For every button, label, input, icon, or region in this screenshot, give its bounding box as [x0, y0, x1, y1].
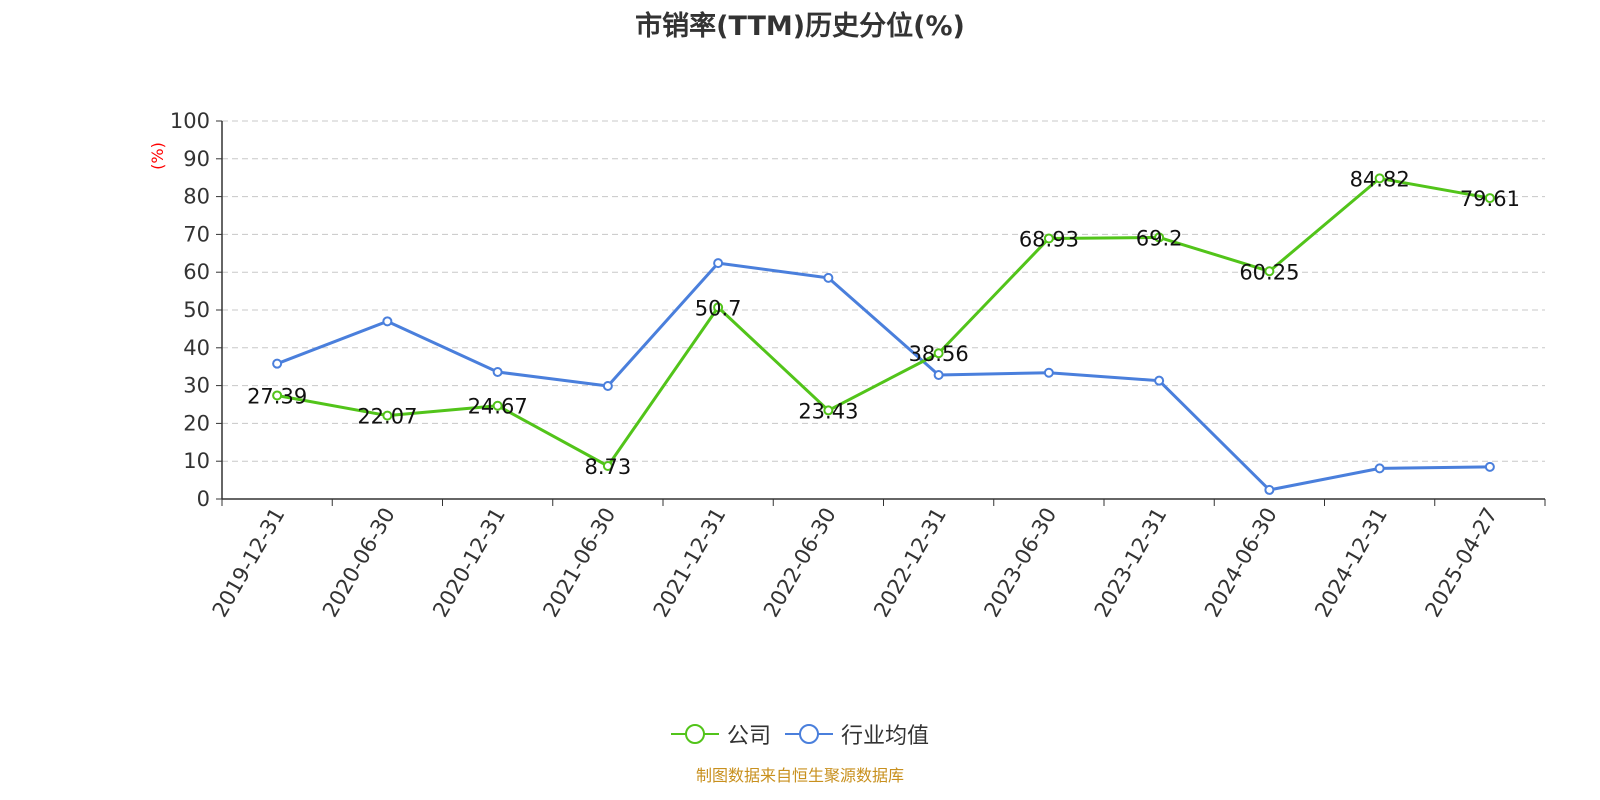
company-data-point: [1154, 232, 1165, 243]
industry-data-point: [602, 380, 613, 391]
industry-data-point: [492, 366, 503, 377]
legend-marker-company: [670, 724, 719, 744]
data-label: 8.73: [584, 455, 631, 479]
y-axis-label: (%): [148, 142, 167, 170]
y-tick-label: 100: [170, 109, 210, 133]
y-tick-label: 60: [183, 260, 210, 284]
industry-data-point: [713, 258, 724, 269]
legend-marker-industry: [785, 724, 833, 744]
y-tick-label: 0: [197, 487, 210, 511]
company-data-point: [272, 390, 283, 401]
data-label: 69.2: [1136, 226, 1183, 250]
x-tick-label: 2022-06-30: [759, 504, 841, 622]
company-data-point: [492, 400, 503, 411]
industry-data-point: [1043, 367, 1054, 378]
y-tick-label: 10: [183, 449, 210, 473]
legend-label-company: 公司: [726, 724, 771, 749]
data-label: 38.56: [909, 342, 969, 366]
company-series-line: [276, 176, 1491, 468]
x-tick-label: 2020-06-30: [318, 504, 400, 622]
y-tick-label: 70: [183, 222, 210, 246]
y-tick-label: 40: [183, 336, 210, 360]
industry-data-point: [272, 358, 283, 369]
company-data-point: [823, 405, 834, 416]
data-label: 79.61: [1460, 187, 1520, 211]
x-tick-label: 2024-12-31: [1310, 504, 1392, 622]
y-tick-label: 80: [183, 185, 210, 209]
industry-data-point: [382, 316, 393, 327]
x-tick-label: 2024-06-30: [1200, 504, 1282, 622]
data-label: 84.82: [1350, 167, 1410, 191]
data-label: 22.07: [357, 405, 417, 429]
y-tick-label: 90: [183, 147, 210, 171]
data-label: 23.43: [798, 399, 858, 423]
data-label: 27.39: [247, 384, 307, 408]
legend-label-industry: 行业均值: [841, 724, 930, 749]
y-tick-label: 30: [183, 374, 210, 398]
company-data-point: [713, 302, 724, 313]
x-tick-label: 2021-12-31: [649, 504, 731, 622]
company-data-point: [1484, 193, 1495, 204]
y-tick-label: 20: [183, 411, 210, 435]
company-data-point: [1264, 266, 1275, 277]
industry-series-line: [276, 261, 1490, 492]
x-tick-label: 2025-04-27: [1420, 504, 1502, 622]
company-data-point: [382, 410, 393, 421]
data-label: 68.93: [1019, 227, 1079, 251]
industry-data-point: [823, 272, 834, 283]
x-tick-label: 2023-06-30: [979, 504, 1061, 622]
industry-data-point: [1484, 461, 1495, 472]
industry-data-point: [933, 370, 944, 381]
company-data-point: [602, 461, 613, 472]
data-label: 60.25: [1239, 260, 1299, 284]
source-footer: 制图数据来自恒生聚源数据库: [695, 766, 904, 785]
company-data-point: [1374, 173, 1385, 184]
x-tick-label: 2020-12-31: [428, 504, 510, 622]
x-tick-label: 2022-12-31: [869, 504, 951, 622]
legend-item-industry[interactable]: 行业均值: [785, 718, 929, 750]
legend: 公司 行业均值: [0, 718, 1600, 750]
data-label: 24.67: [468, 395, 528, 419]
industry-data-point: [1264, 484, 1275, 495]
legend-item-company[interactable]: 公司: [670, 718, 771, 750]
x-tick-label: 2019-12-31: [208, 504, 290, 622]
industry-data-point: [1374, 463, 1385, 474]
x-tick-label: 2023-12-31: [1090, 504, 1172, 622]
chart-title: 市销率(TTM)历史分位(%): [635, 11, 965, 42]
y-tick-label: 50: [183, 298, 210, 322]
industry-data-point: [1154, 375, 1165, 386]
data-label: 50.7: [695, 296, 742, 320]
company-data-point: [933, 348, 944, 359]
company-data-point: [1043, 233, 1054, 244]
x-tick-label: 2021-06-30: [538, 504, 620, 622]
